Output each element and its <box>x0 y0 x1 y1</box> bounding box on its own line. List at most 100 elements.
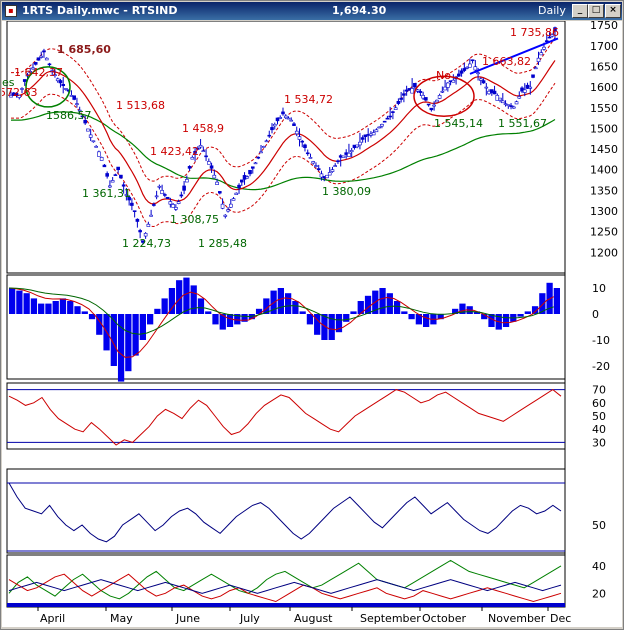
price-tick-label: 1550 <box>590 102 618 115</box>
histogram-bar <box>473 311 481 314</box>
price-annotation: 1 534,72 <box>284 93 333 106</box>
price-bar <box>363 134 368 137</box>
price-bar <box>149 214 153 217</box>
histogram-tick-label: 0 <box>592 308 599 321</box>
price-bar <box>547 36 552 39</box>
price-bar <box>319 173 324 178</box>
price-bar <box>426 103 431 106</box>
price-bar <box>86 128 90 132</box>
x-axis-label: November <box>488 612 546 625</box>
x-axis-label: April <box>40 612 65 625</box>
panel-frame-3 <box>6 468 566 554</box>
price-bar <box>377 126 381 129</box>
minimize-button[interactable]: _ <box>572 4 588 18</box>
price-annotation: 1 458,9 <box>182 122 224 135</box>
histogram-bar <box>147 314 154 325</box>
price-bar <box>294 130 299 135</box>
price-bar <box>347 152 351 157</box>
price-tick-label: 1500 <box>590 122 618 135</box>
histogram-bar <box>401 311 408 314</box>
price-bar <box>479 78 483 81</box>
x-axis-label: October <box>422 612 466 625</box>
price-tick-label: 1200 <box>590 246 618 259</box>
price-bar <box>198 145 203 148</box>
price-bar <box>130 202 134 206</box>
x-axis-label: May <box>110 612 133 625</box>
histogram-bar <box>364 295 372 314</box>
maximize-button[interactable]: □ <box>588 4 604 18</box>
price-bar <box>245 176 250 179</box>
price-bar <box>476 72 480 75</box>
price-bar <box>39 55 44 58</box>
price-bar <box>179 194 184 197</box>
price-tick-label: 1650 <box>590 60 618 73</box>
price-bar <box>165 196 170 199</box>
price-bar <box>215 181 219 185</box>
price-bar <box>399 97 403 100</box>
price-bar <box>146 223 151 227</box>
histogram-tick-label: -10 <box>592 334 610 347</box>
price-bar <box>360 137 365 140</box>
close-button[interactable]: × <box>605 4 621 18</box>
price-bar <box>327 172 332 176</box>
price-bar <box>47 63 52 66</box>
price-bar <box>248 169 252 175</box>
histogram-bar <box>386 293 393 314</box>
price-bar <box>325 174 329 179</box>
price-bar <box>212 174 217 179</box>
price-bar <box>119 174 123 179</box>
price-bar <box>83 120 87 124</box>
price-bar <box>228 203 233 208</box>
price-bar <box>231 198 236 201</box>
price-bar <box>196 147 200 150</box>
price-tick-label: 1300 <box>590 205 618 218</box>
price-bar <box>429 107 434 111</box>
histogram-bar <box>524 311 531 314</box>
price-annotation: 1 685,60 <box>57 43 111 56</box>
oscillator-2-tick-label: 50 <box>592 519 606 532</box>
price-bar <box>261 146 266 148</box>
histogram-bar <box>328 314 335 340</box>
price-bar <box>204 155 208 158</box>
price-tick-label: 1400 <box>590 164 618 177</box>
price-tick-label: 1250 <box>590 226 618 239</box>
price-tick-label: 1450 <box>590 143 618 156</box>
price-bar <box>168 201 173 205</box>
title-bar[interactable]: ▪ 1RTS Daily.mwc - RTSIND 1,694.30 Daily… <box>2 2 622 20</box>
price-bar <box>267 134 272 137</box>
price-bar <box>380 123 384 127</box>
price-bar <box>138 230 142 233</box>
histogram-bar <box>277 288 284 314</box>
histogram-bar <box>343 314 350 322</box>
histogram-bar <box>52 301 59 314</box>
price-bar <box>182 185 186 191</box>
price-bar <box>283 115 288 119</box>
price-bar <box>272 123 277 127</box>
price-bar <box>22 79 27 82</box>
price-bar <box>99 157 104 161</box>
price-bar <box>50 70 55 72</box>
price-bar <box>330 169 335 172</box>
histogram-bar <box>408 314 415 320</box>
price-bar <box>97 151 101 157</box>
histogram-bar <box>30 298 38 314</box>
histogram-bar <box>74 306 81 314</box>
trendline <box>469 37 559 75</box>
histogram-bar <box>437 314 444 320</box>
price-bar <box>418 91 423 93</box>
price-bar <box>484 86 489 89</box>
histogram-bar <box>335 314 343 333</box>
histogram-bar <box>226 314 234 327</box>
price-bar <box>498 97 502 101</box>
histogram-bar <box>190 285 197 314</box>
price-bar <box>116 166 120 171</box>
histogram-bar <box>393 301 401 314</box>
price-bar <box>171 204 175 208</box>
histogram-bar <box>81 311 88 314</box>
histogram-bar <box>488 314 495 327</box>
price-bar <box>281 111 285 115</box>
histogram-tick-label: -20 <box>592 360 610 373</box>
price-annotation: 1 545,14 <box>434 117 483 130</box>
oscillator-tick-label: 70 <box>592 384 606 397</box>
price-bar <box>102 164 107 168</box>
